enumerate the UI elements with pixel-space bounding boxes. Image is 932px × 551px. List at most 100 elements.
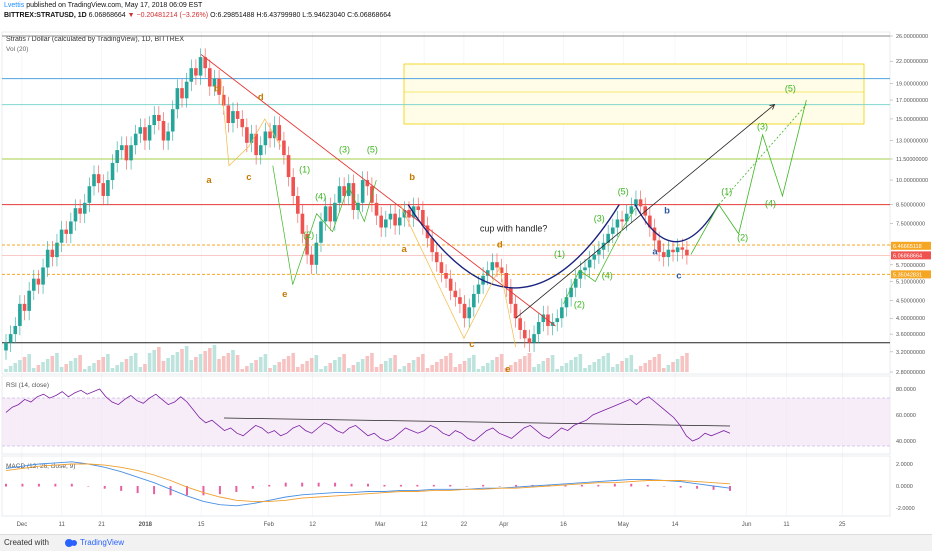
- volume-bar: [522, 356, 527, 372]
- volume-bar: [59, 367, 64, 372]
- macd-histogram-bar: [416, 484, 419, 487]
- volume-bar: [268, 368, 272, 372]
- volume-bar: [208, 348, 212, 372]
- candle-body: [268, 131, 272, 139]
- volume-bar: [518, 359, 522, 372]
- macd-histogram-bar: [482, 484, 485, 487]
- wave-label-green: (3): [339, 145, 350, 155]
- candle-body: [129, 145, 133, 161]
- candle-body: [499, 267, 504, 273]
- volume-bar: [671, 362, 675, 372]
- candle-body: [175, 88, 180, 110]
- volume-bar: [583, 368, 587, 372]
- volume-bar: [245, 366, 249, 372]
- macd-histogram-bar: [712, 486, 715, 490]
- volume-bar: [305, 361, 309, 372]
- wave-label-green: (4): [602, 271, 613, 281]
- price-badge-price: [891, 251, 931, 260]
- volume-bar: [472, 355, 476, 372]
- volume-bar: [73, 358, 78, 372]
- last-price: 6.06868664: [88, 12, 126, 19]
- price-tick-label: 8.50000000: [896, 203, 925, 209]
- price-tick-label: 11.50000000: [896, 157, 928, 163]
- candle-body: [578, 270, 583, 279]
- candle-body: [55, 242, 59, 258]
- volume-bar: [666, 365, 671, 372]
- wave-label-green: (1): [721, 186, 732, 196]
- macd-tick-label: 2.0000: [896, 462, 913, 468]
- volume-bar: [513, 362, 518, 372]
- volume-bar: [439, 359, 444, 372]
- volume-bar: [490, 360, 495, 372]
- price-change: ▼ −0.20481214 (−3.26%): [127, 12, 209, 19]
- candle-body: [249, 133, 254, 143]
- volume-bar: [231, 350, 235, 372]
- candle-body: [212, 78, 217, 87]
- price-tick-label: 4.50000000: [896, 298, 925, 304]
- rsi-tick-label: 60.0000: [896, 413, 916, 419]
- volume-bar: [263, 354, 268, 372]
- macd-histogram-bar: [284, 482, 287, 487]
- volume-bar: [578, 354, 583, 372]
- candle-body: [282, 140, 286, 156]
- volume-bar: [397, 369, 402, 372]
- candle-body: [462, 303, 467, 319]
- candle-body: [147, 125, 152, 141]
- volume-bar: [22, 357, 27, 372]
- candle-body: [291, 177, 295, 196]
- macd-line: [5, 461, 731, 507]
- candle-body: [31, 278, 36, 291]
- candle-body: [379, 215, 383, 228]
- volume-bar: [550, 355, 555, 372]
- rsi-band: [2, 398, 890, 446]
- candle-body: [106, 180, 110, 196]
- tradingview-logo-icon[interactable]: [64, 538, 78, 550]
- candle-body: [73, 208, 78, 222]
- wave-label-green: (2): [303, 230, 314, 240]
- volume-bar: [555, 369, 560, 372]
- candle-body: [444, 272, 448, 279]
- candle-body: [221, 94, 226, 106]
- chart-canvas[interactable]: Stratis / Dollar (calculated by TradingV…: [0, 22, 932, 532]
- macd-histogram-bar: [202, 486, 205, 496]
- footer-brand[interactable]: TradingView: [80, 538, 125, 547]
- volume-bar: [564, 363, 569, 372]
- macd-histogram-bar: [729, 486, 731, 491]
- candle-body: [314, 242, 319, 265]
- wave-label-green: (4): [315, 191, 326, 201]
- macd-histogram-bar: [136, 486, 139, 494]
- candle-body: [448, 278, 453, 291]
- volume-bar: [495, 357, 499, 372]
- wave-label-orange: d: [497, 239, 503, 250]
- green-wave-path-2: [563, 207, 636, 305]
- volume-bar: [499, 354, 504, 372]
- volume-bar: [328, 363, 333, 372]
- price-tick-label: 19.00000000: [896, 81, 928, 87]
- orange-wave-path: [220, 78, 282, 167]
- macd-histogram-bar: [120, 486, 123, 491]
- candle-body: [184, 81, 189, 99]
- wave-label-green: (5): [785, 83, 796, 93]
- candle-body: [532, 334, 536, 343]
- volume-bar: [434, 362, 439, 372]
- candle-body: [536, 322, 541, 335]
- volume-bar: [120, 362, 124, 372]
- author-link[interactable]: Lvettis: [4, 2, 25, 9]
- volume-bar: [448, 353, 453, 372]
- rsi-line: [5, 388, 731, 442]
- candle-body: [208, 68, 212, 87]
- candle-body: [518, 318, 522, 330]
- x-tick-label: 15: [198, 522, 205, 528]
- candle-body: [143, 127, 147, 141]
- x-tick-label: May: [618, 522, 629, 528]
- volume-bar: [138, 367, 143, 372]
- macd-histogram-bar: [498, 486, 501, 487]
- x-tick-label: Jun: [742, 522, 752, 528]
- volume-bar: [161, 361, 166, 372]
- volume-bar: [430, 365, 434, 372]
- candle-body: [685, 249, 689, 256]
- candle-body: [27, 290, 31, 311]
- wave-label-green: (5): [618, 186, 629, 196]
- volume-bar: [291, 353, 295, 372]
- candle-body: [490, 262, 495, 271]
